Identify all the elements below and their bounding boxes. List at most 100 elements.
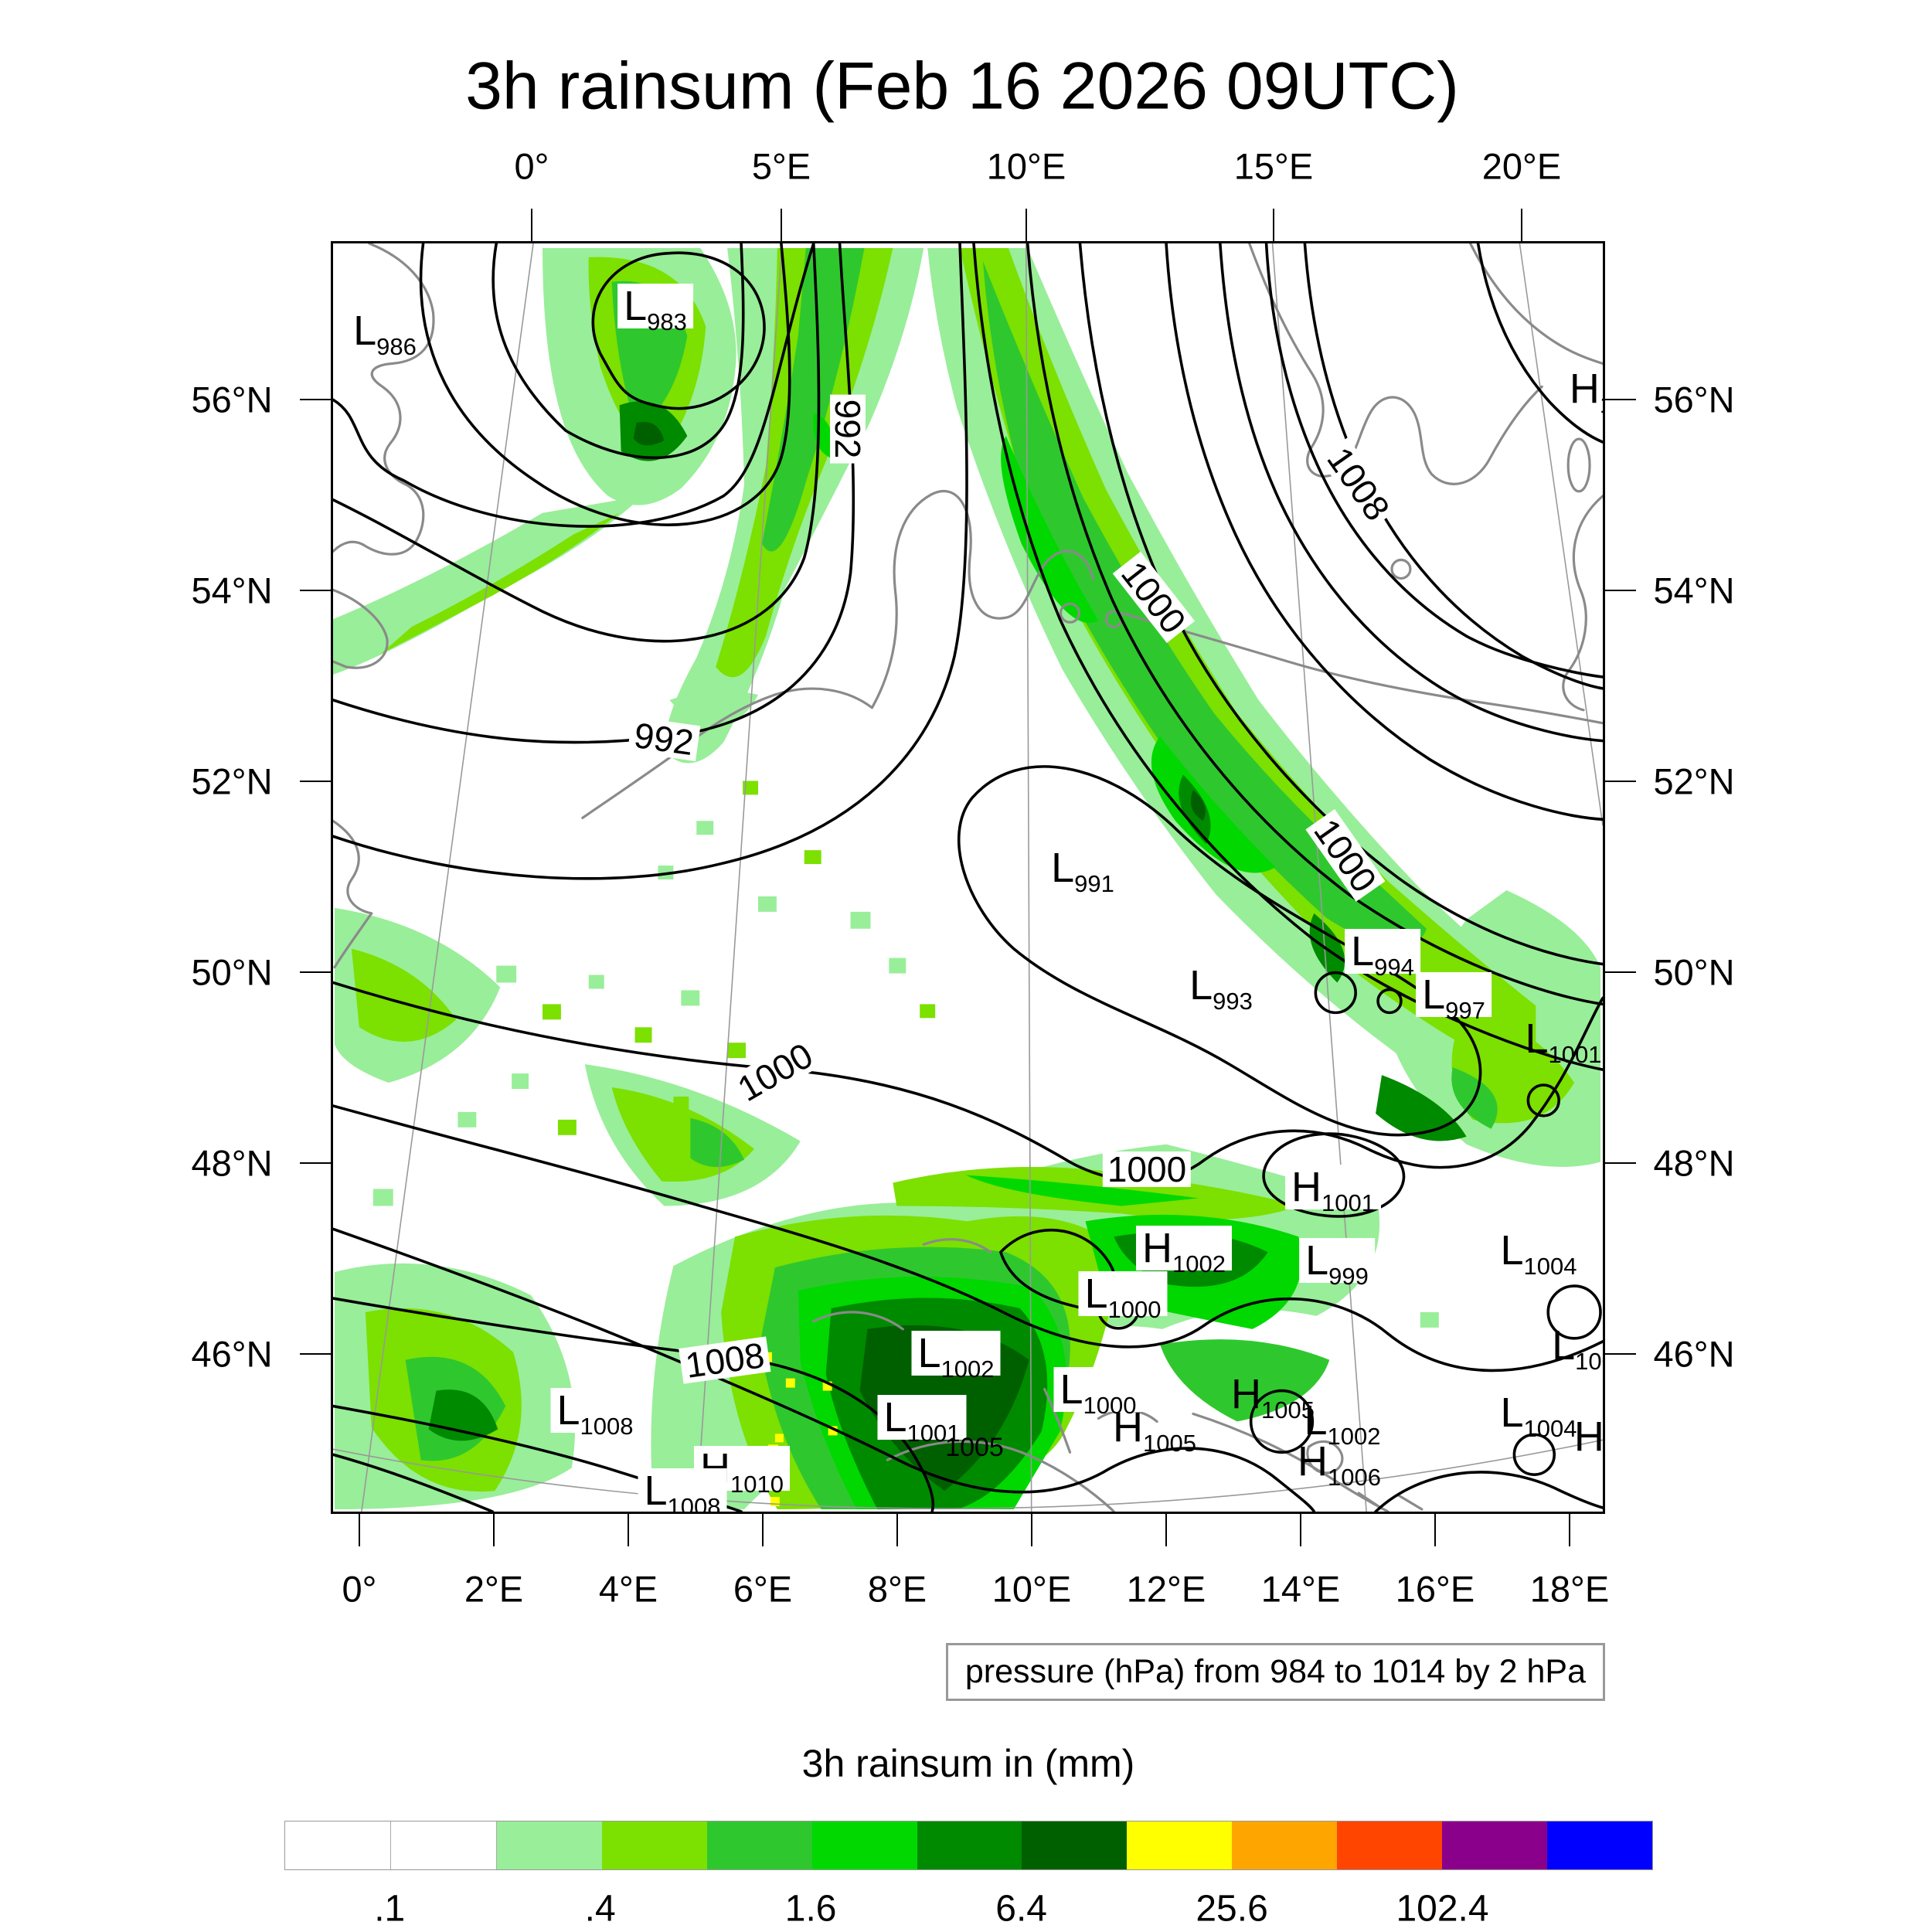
pressure-value: 100 bbox=[1575, 1348, 1603, 1375]
lat-tick-left-50°N bbox=[300, 971, 331, 973]
pressure-letter: L bbox=[1422, 971, 1446, 1018]
lon-tick-bottom-4°E bbox=[628, 1514, 629, 1546]
lon-tick-bottom-14°E bbox=[1300, 1514, 1301, 1546]
lat-label-right-54°N: 54°N bbox=[1653, 570, 1735, 611]
pressure-value: 1010 bbox=[730, 1471, 784, 1498]
map-text-1005: 1005 bbox=[945, 1433, 1004, 1462]
pressure-value: 1008 bbox=[580, 1413, 634, 1440]
lat-label-left-48°N: 48°N bbox=[191, 1142, 273, 1184]
pressure-value: 1002 bbox=[1327, 1423, 1381, 1450]
lat-label-left-52°N: 52°N bbox=[191, 760, 273, 802]
contour-label-992: 992 bbox=[627, 715, 701, 763]
contour-legend-caption: pressure (hPa) from 984 to 1014 by 2 hPa bbox=[945, 1643, 1605, 1701]
pressure-value: 1002 bbox=[940, 1355, 995, 1383]
pressure-letter: L bbox=[1552, 1322, 1576, 1369]
pressure-label-L993: L993 bbox=[1183, 963, 1259, 1013]
colorbar-cell-8 bbox=[1127, 1821, 1233, 1869]
lon-label-top-0°: 0° bbox=[514, 145, 549, 187]
pressure-label-H1001: H1001 bbox=[1285, 1164, 1381, 1215]
lon-label-bottom-18°E: 18°E bbox=[1529, 1568, 1610, 1610]
colorbar-tick-.1: .1 bbox=[374, 1888, 406, 1930]
pressure-label-H1006: H1006 bbox=[1298, 1438, 1381, 1489]
pressure-label-H1005: H1005 bbox=[1231, 1373, 1315, 1422]
pressure-letter: L bbox=[353, 308, 377, 354]
lat-tick-right-48°N bbox=[1605, 1162, 1636, 1164]
lon-tick-bottom-16°E bbox=[1434, 1514, 1436, 1546]
lat-tick-left-52°N bbox=[300, 781, 331, 782]
pressure-letter: H bbox=[1298, 1438, 1328, 1485]
colorbar-cell-3 bbox=[601, 1821, 707, 1869]
pressure-value: 1000 bbox=[1083, 1392, 1137, 1419]
lon-tick-bottom-10°E bbox=[1031, 1514, 1032, 1546]
lon-label-bottom-12°E: 12°E bbox=[1126, 1568, 1206, 1610]
pressure-letter: L bbox=[883, 1394, 907, 1440]
lon-tick-bottom-18°E bbox=[1569, 1514, 1570, 1546]
colorbar-cell-1 bbox=[390, 1821, 497, 1869]
pressure-label-L1000: L1000 bbox=[1053, 1367, 1143, 1417]
contour-label-992: 992 bbox=[828, 394, 868, 464]
pressure-letter: L bbox=[1304, 1397, 1328, 1444]
lon-tick-bottom-8°E bbox=[896, 1514, 898, 1546]
pressure-label-L994: L994 bbox=[1345, 928, 1420, 979]
lat-label-left-54°N: 54°N bbox=[191, 570, 273, 611]
lon-label-bottom-0°: 0° bbox=[342, 1568, 377, 1610]
pressure-letter: H bbox=[1142, 1225, 1173, 1271]
lat-label-left-46°N: 46°N bbox=[191, 1333, 273, 1375]
pressure-letter: H bbox=[1573, 1413, 1604, 1460]
lon-tick-top-15°E bbox=[1273, 209, 1274, 241]
pressure-value: 1004 bbox=[1523, 1415, 1577, 1442]
page-title: 3h rainsum (Feb 16 2026 09UTC) bbox=[465, 49, 1459, 124]
pressure-letter: L bbox=[1500, 1389, 1524, 1436]
pressure-label-L1008: L1008 bbox=[638, 1468, 727, 1514]
pressure-letter: L bbox=[1525, 1015, 1549, 1062]
pressure-label-L1008: L1008 bbox=[550, 1387, 640, 1438]
colorbar-tick-25.6: 25.6 bbox=[1196, 1888, 1268, 1930]
pressure-value: 1002 bbox=[1172, 1250, 1226, 1277]
lat-label-right-46°N: 46°N bbox=[1653, 1333, 1735, 1375]
lat-label-right-48°N: 48°N bbox=[1653, 1142, 1735, 1184]
pressure-value: 1004 bbox=[1523, 1253, 1577, 1280]
pressure-letter: L bbox=[917, 1330, 941, 1376]
lon-label-bottom-2°E: 2°E bbox=[464, 1568, 524, 1610]
lat-tick-left-48°N bbox=[300, 1162, 331, 1164]
pressure-letter: L bbox=[1351, 928, 1375, 975]
lon-label-top-5°E: 5°E bbox=[751, 145, 811, 187]
pressure-label-L991: L991 bbox=[1045, 845, 1121, 896]
colorbar-tick-102.4: 102.4 bbox=[1396, 1888, 1489, 1930]
pressure-value: 1 bbox=[1604, 1439, 1605, 1466]
lon-tick-bottom-2°E bbox=[493, 1514, 495, 1546]
pressure-value: 994 bbox=[1374, 954, 1414, 981]
colorbar-tick-1.6: 1.6 bbox=[784, 1888, 837, 1930]
colorbar-cell-5 bbox=[811, 1821, 917, 1869]
pressure-letter: H bbox=[1569, 366, 1600, 412]
pressure-letter: L bbox=[644, 1468, 668, 1514]
colorbar-cell-2 bbox=[496, 1821, 602, 1869]
pressure-label-H1002: H1002 bbox=[1136, 1225, 1232, 1276]
pressure-label-L1002: L1002 bbox=[911, 1330, 1001, 1381]
pressure-label-L1000: L1000 bbox=[1078, 1271, 1168, 1321]
colorbar-cell-10 bbox=[1337, 1821, 1443, 1869]
colorbar bbox=[284, 1821, 1653, 1870]
colorbar-tick-6.4: 6.4 bbox=[995, 1888, 1047, 1930]
colorbar-cell-6 bbox=[917, 1821, 1022, 1869]
lat-tick-right-52°N bbox=[1605, 781, 1636, 782]
lat-label-right-52°N: 52°N bbox=[1653, 760, 1735, 802]
pressure-label-L986: L986 bbox=[353, 308, 417, 359]
pressure-letter: H bbox=[1113, 1404, 1144, 1451]
pressure-value: 1000 bbox=[1107, 1296, 1162, 1323]
pressure-letter: L bbox=[1051, 845, 1075, 891]
lat-tick-right-56°N bbox=[1605, 399, 1636, 400]
pressure-letter: H bbox=[1291, 1164, 1322, 1210]
pressure-value: 983 bbox=[647, 308, 687, 335]
pressure-value: 993 bbox=[1213, 988, 1253, 1015]
lon-tick-bottom-12°E bbox=[1165, 1514, 1167, 1546]
lon-label-bottom-8°E: 8°E bbox=[867, 1568, 927, 1610]
lon-label-bottom-14°E: 14°E bbox=[1260, 1568, 1341, 1610]
pressure-label-L1001: L1001 bbox=[877, 1394, 967, 1445]
pressure-value: 991 bbox=[1074, 870, 1114, 897]
pressure-letter: L bbox=[556, 1387, 580, 1434]
lon-label-bottom-6°E: 6°E bbox=[733, 1568, 793, 1610]
pressure-label-L1001: L1001 bbox=[1525, 1015, 1601, 1066]
pressure-value: 1001 bbox=[906, 1420, 961, 1447]
pressure-value: 997 bbox=[1445, 997, 1485, 1024]
